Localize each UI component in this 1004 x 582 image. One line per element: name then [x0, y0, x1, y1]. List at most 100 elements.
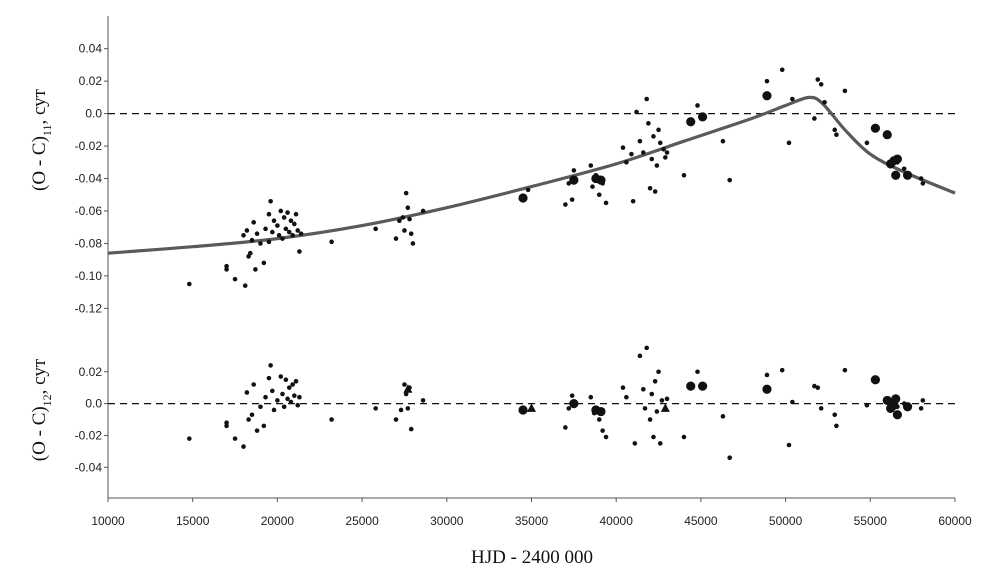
top-large-point — [891, 170, 901, 180]
top-y-tick-label: -0.02 — [75, 139, 103, 153]
bottom-point — [258, 404, 263, 410]
bottom-point — [290, 382, 295, 387]
bottom-point — [270, 388, 275, 394]
top-point — [247, 250, 253, 256]
bottom-point — [266, 375, 272, 381]
top-point — [261, 260, 267, 266]
bottom-point — [790, 399, 795, 405]
bottom-point — [275, 398, 280, 403]
bottom-point — [651, 434, 656, 440]
bottom-large-point — [686, 381, 696, 391]
top-point — [329, 239, 334, 245]
bottom-point — [249, 412, 255, 418]
top-point — [630, 198, 636, 204]
bottom-point — [649, 391, 655, 397]
top-point — [664, 150, 670, 155]
bottom-point — [603, 434, 609, 440]
bottom-point — [297, 394, 302, 400]
top-point — [588, 163, 594, 168]
top-point — [280, 236, 285, 241]
bottom-point — [654, 409, 660, 414]
top-point — [727, 177, 732, 183]
bottom-point — [398, 407, 404, 413]
bottom-point — [569, 393, 575, 398]
top-point — [295, 228, 301, 233]
bottom-point — [779, 367, 785, 373]
x-tick-label: 25000 — [345, 514, 379, 528]
bottom-point — [596, 417, 602, 422]
bottom-point — [764, 372, 770, 378]
bottom-triangle-point — [403, 384, 413, 393]
top-point — [407, 216, 412, 222]
bottom-point — [842, 367, 848, 373]
bottom-point — [295, 402, 301, 408]
top-point — [403, 190, 409, 196]
top-point — [241, 233, 246, 238]
top-point — [297, 249, 302, 254]
top-large-point — [882, 130, 892, 140]
top-point — [652, 189, 658, 194]
bottom-large-point — [518, 405, 528, 415]
x-tick-label: 45000 — [684, 514, 718, 528]
top-point — [410, 241, 416, 246]
bottom-large-point — [891, 394, 901, 404]
top-point — [373, 226, 378, 232]
top-point — [779, 67, 785, 73]
bottom-point — [588, 394, 594, 400]
top-point — [397, 218, 402, 224]
bottom-point — [832, 412, 838, 418]
top-point — [629, 151, 634, 157]
bottom-point — [620, 385, 626, 390]
top-y-tick-label: 0.0 — [85, 107, 102, 121]
bottom-large-point — [569, 399, 579, 409]
bottom-point — [224, 423, 229, 429]
bottom-point — [283, 377, 289, 383]
bottom-point — [786, 442, 792, 448]
bottom-point — [647, 417, 653, 422]
top-point — [695, 103, 700, 108]
top-large-point — [762, 91, 772, 101]
bottom-point — [278, 374, 284, 379]
top-point — [525, 187, 531, 193]
top-point — [641, 150, 646, 155]
top-y-tick-label: -0.12 — [75, 301, 103, 315]
bottom-y-axis-title: (O - C)12, сут — [29, 358, 54, 461]
top-point — [405, 205, 411, 211]
bottom-y-tick-label: -0.04 — [75, 460, 103, 474]
bottom-point — [642, 406, 648, 411]
top-point — [393, 236, 399, 241]
x-tick-label: 60000 — [938, 514, 972, 528]
fit-curve — [107, 95, 956, 255]
x-tick-label: 50000 — [769, 514, 803, 528]
bottom-point — [727, 455, 732, 461]
top-point — [271, 218, 277, 224]
top-point — [242, 283, 248, 288]
top-point — [400, 215, 406, 220]
top-point — [596, 192, 602, 198]
top-point — [818, 82, 824, 87]
bottom-point — [232, 436, 238, 441]
top-point — [657, 140, 663, 146]
bottom-large-point — [902, 402, 913, 412]
bottom-point — [420, 398, 426, 403]
x-tick-label: 20000 — [261, 514, 295, 528]
top-point — [244, 228, 250, 233]
top-large-point — [902, 170, 913, 180]
bottom-large-point — [892, 410, 903, 420]
top-point — [663, 155, 668, 160]
top-point — [270, 229, 275, 235]
top-point — [285, 210, 290, 215]
bottom-y-tick-label: 0.02 — [79, 365, 103, 379]
bottom-y-tick-label: -0.02 — [75, 428, 103, 442]
top-point — [232, 276, 238, 282]
top-point — [786, 140, 792, 146]
top-point — [187, 281, 192, 287]
bottom-point — [659, 398, 665, 403]
bottom-point — [566, 406, 572, 411]
top-point — [408, 231, 414, 237]
top-point — [569, 197, 575, 202]
bottom-large-point — [697, 381, 708, 391]
bottom-point — [864, 402, 870, 408]
top-point — [292, 221, 297, 227]
